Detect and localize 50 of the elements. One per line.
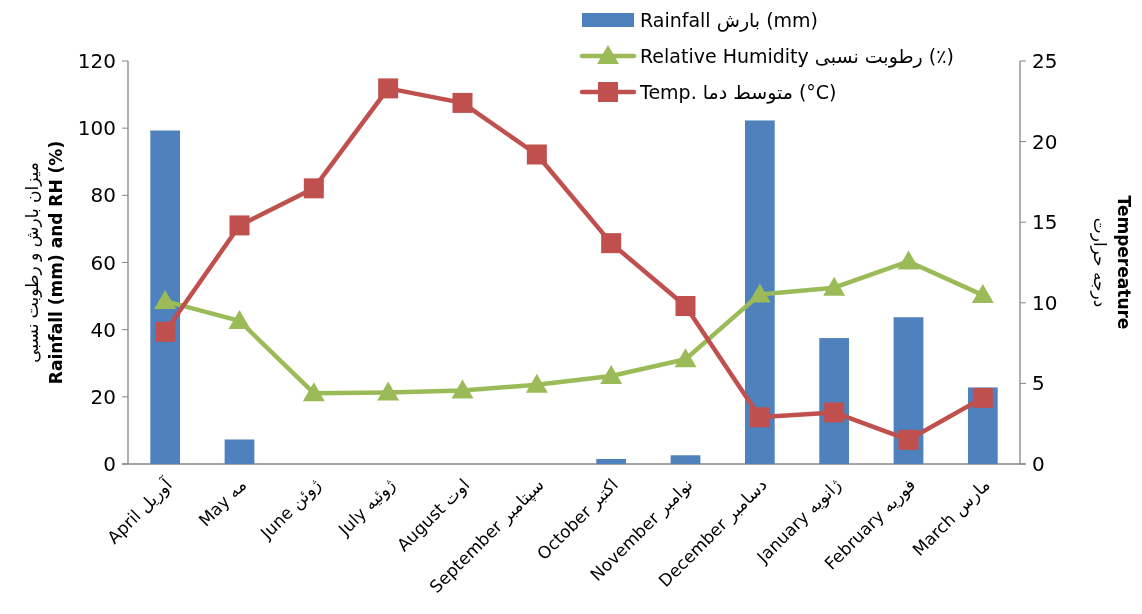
- y-tick-label: 40: [90, 317, 116, 342]
- point: [897, 250, 920, 270]
- legend-label: Temp. متوسط دما (°C): [639, 81, 837, 104]
- y-tick-label: 120: [77, 49, 116, 73]
- y2-tick-label: 10: [1032, 290, 1058, 315]
- point: [228, 309, 251, 329]
- point: [452, 92, 473, 113]
- bar: [224, 439, 255, 464]
- point: [525, 373, 548, 393]
- y-tick-label: 60: [90, 250, 116, 275]
- y2-tick-label: 20: [1032, 129, 1058, 154]
- y2-tick-label: 15: [1032, 210, 1058, 235]
- point: [451, 379, 474, 399]
- legend-label: Rainfall بارش (mm): [640, 9, 819, 32]
- point: [377, 381, 400, 401]
- point: [898, 429, 919, 450]
- point: [748, 283, 771, 303]
- point: [823, 276, 846, 296]
- y-tick-label: 100: [77, 116, 116, 141]
- y2-tick-label: 25: [1032, 49, 1058, 73]
- point: [302, 382, 325, 402]
- y-tick-label: 80: [90, 183, 116, 208]
- point: [674, 348, 697, 368]
- point: [154, 290, 177, 310]
- bar: [596, 458, 627, 464]
- bar: [744, 120, 775, 464]
- point: [824, 402, 845, 423]
- legend-label: Relative Humidity رطوبت نسبی (٪): [640, 45, 954, 68]
- bar: [893, 317, 924, 464]
- point: [378, 78, 399, 99]
- point: [229, 215, 250, 236]
- bar: [150, 130, 181, 464]
- point: [303, 178, 324, 199]
- point: [155, 321, 176, 342]
- y2-tick-label: 0: [1032, 452, 1045, 476]
- point: [972, 387, 993, 408]
- x-tick-label: April آوریل: [102, 473, 177, 548]
- point: [601, 233, 622, 254]
- point: [971, 284, 994, 304]
- y2-tick-label: 5: [1032, 371, 1045, 396]
- bar: [670, 455, 701, 464]
- x-tick-label: July ژوئیه: [333, 474, 399, 541]
- point: [526, 144, 547, 165]
- point: [749, 407, 770, 428]
- x-tick-label: June ژوئن: [255, 474, 325, 544]
- y-tick-label: 20: [90, 384, 116, 409]
- point: [675, 296, 696, 317]
- point: [600, 365, 623, 385]
- x-tick-label: May مه: [194, 474, 251, 531]
- y-tick-label: 0: [103, 452, 116, 476]
